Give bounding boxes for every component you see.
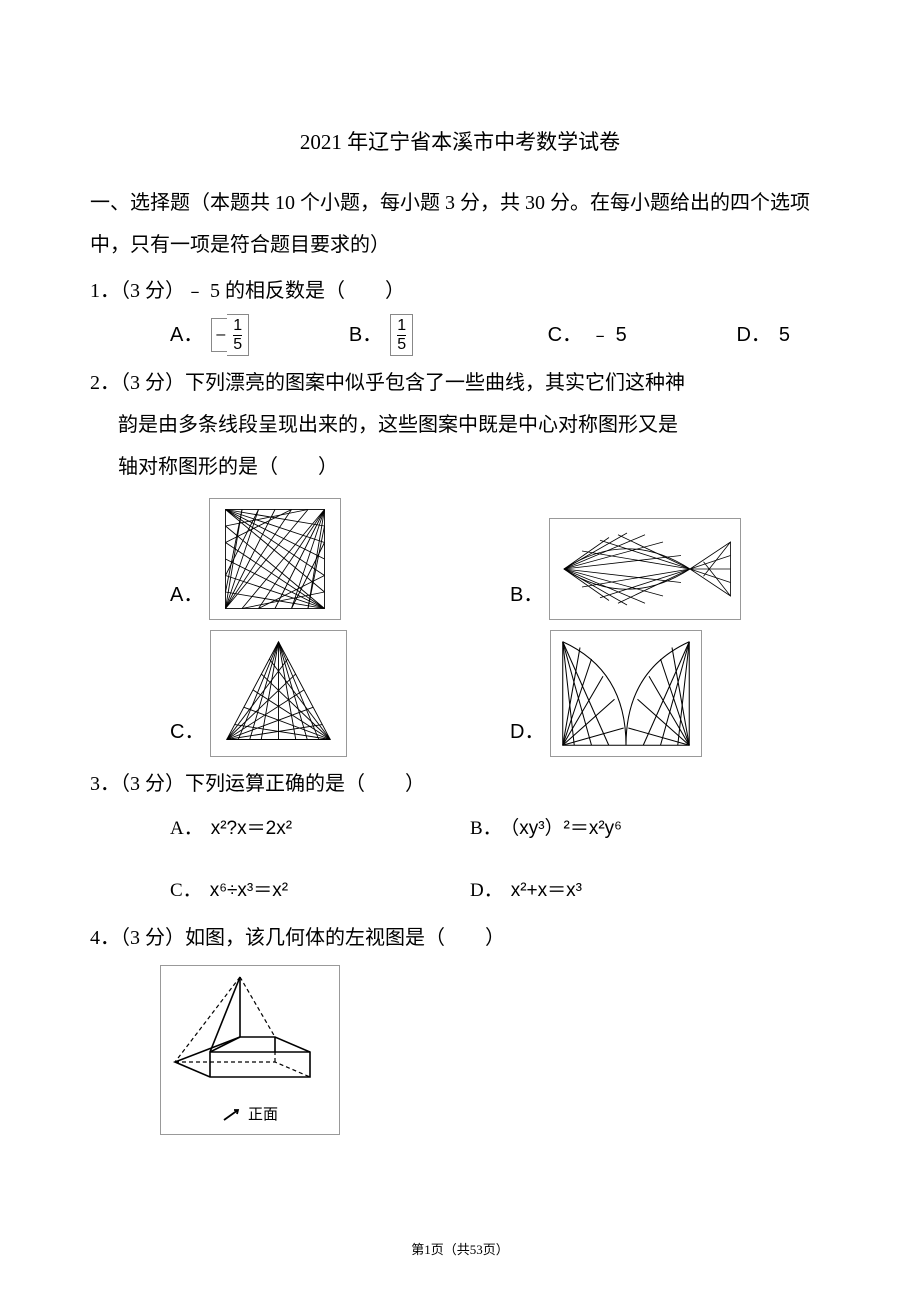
pattern-d-icon bbox=[556, 636, 696, 751]
page-footer: 第1页（共53页） bbox=[0, 1236, 920, 1263]
solid-figure-box: 正面 bbox=[160, 965, 340, 1135]
option-label: D． bbox=[470, 880, 503, 901]
arrow-icon bbox=[222, 1106, 244, 1122]
neg-fraction: – 1 5 bbox=[211, 314, 249, 356]
q3-options: A． x²?x＝2x² B． （xy³）²＝x²y⁶ C． x⁶÷x³＝x² D． x²… bbox=[90, 809, 830, 911]
question-2: 2．（3 分）下列漂亮的图案中似乎包含了一些曲线，其实它们这种神 韵是由多条线段… bbox=[90, 362, 830, 757]
pattern-a-icon bbox=[215, 504, 335, 614]
option-label: A． bbox=[170, 574, 203, 616]
option-label: C． bbox=[548, 314, 582, 356]
numerator: 1 bbox=[397, 317, 406, 336]
option-text: 5 bbox=[779, 314, 790, 356]
q3-option-d: D． x²+x＝x³ bbox=[470, 871, 770, 911]
option-math: x²+x＝x³ bbox=[511, 880, 582, 901]
pattern-c-box bbox=[210, 630, 347, 757]
q2-stem-line3: 轴对称图形的是（ ） bbox=[90, 446, 830, 488]
pattern-b-icon bbox=[555, 524, 735, 614]
option-math: x⁶÷x³＝x² bbox=[210, 880, 288, 901]
q2-option-a: A． bbox=[170, 498, 510, 620]
denominator: 5 bbox=[397, 336, 406, 354]
exam-title: 2021 年辽宁省本溪市中考数学试卷 bbox=[90, 120, 830, 164]
q1-stem: 1．（3 分）﹣ 5 的相反数是（ ） bbox=[90, 270, 830, 312]
pattern-d-box bbox=[550, 630, 702, 757]
q3-option-a: A． x²?x＝2x² bbox=[170, 809, 470, 849]
q2-stem-line1: 2．（3 分）下列漂亮的图案中似乎包含了一些曲线，其实它们这种神 bbox=[90, 362, 830, 404]
q2-option-c: C． bbox=[170, 630, 510, 757]
q2-option-b: B． bbox=[510, 498, 810, 620]
exam-page: 2021 年辽宁省本溪市中考数学试卷 一、选择题（本题共 10 个小题，每小题 … bbox=[0, 0, 920, 1303]
option-text: ﹣ 5 bbox=[590, 314, 627, 356]
q3-stem: 3．（3 分）下列运算正确的是（ ） bbox=[90, 763, 830, 805]
option-label: C． bbox=[170, 711, 204, 753]
numerator: 1 bbox=[233, 317, 242, 336]
q3-option-c: C． x⁶÷x³＝x² bbox=[170, 871, 470, 911]
front-view-label: 正面 bbox=[222, 1099, 278, 1131]
option-label: D． bbox=[736, 314, 770, 356]
q2-option-d: D． bbox=[510, 630, 810, 757]
front-text: 正面 bbox=[248, 1099, 278, 1131]
pattern-a-box bbox=[209, 498, 341, 620]
q1-option-a: A． – 1 5 bbox=[170, 314, 309, 356]
pattern-b-box bbox=[549, 518, 741, 620]
option-label: B． bbox=[510, 574, 543, 616]
q1-option-d: D． 5 bbox=[736, 314, 790, 356]
question-3: 3．（3 分）下列运算正确的是（ ） A． x²?x＝2x² B． （xy³）²＝x… bbox=[90, 763, 830, 911]
option-label: A． bbox=[170, 314, 203, 356]
fraction: 1 5 bbox=[390, 314, 413, 356]
pattern-c-icon bbox=[216, 636, 341, 751]
fraction: 1 5 bbox=[227, 314, 249, 356]
q1-options: A． – 1 5 B． 1 5 C． ﹣ 5 bbox=[90, 314, 830, 356]
solid-figure-icon bbox=[170, 967, 330, 1097]
section-heading: 一、选择题（本题共 10 个小题，每小题 3 分，共 30 分。在每小题给出的四… bbox=[90, 182, 830, 266]
q2-stem-line2: 韵是由多条线段呈现出来的，这些图案中既是中心对称图形又是 bbox=[90, 404, 830, 446]
option-label: B． bbox=[349, 314, 382, 356]
q1-option-c: C． ﹣ 5 bbox=[548, 314, 697, 356]
q2-options: A． bbox=[90, 498, 830, 757]
minus-sign: – bbox=[211, 318, 227, 352]
option-label: B． bbox=[470, 818, 502, 839]
denominator: 5 bbox=[233, 336, 242, 354]
option-math: （xy³）²＝x²y⁶ bbox=[510, 818, 622, 839]
q3-option-b: B． （xy³）²＝x²y⁶ bbox=[470, 809, 770, 849]
q4-stem: 4．（3 分）如图，该几何体的左视图是（ ） bbox=[90, 917, 830, 959]
option-label: C． bbox=[170, 880, 202, 901]
q1-option-b: B． 1 5 bbox=[349, 314, 508, 356]
question-4: 4．（3 分）如图，该几何体的左视图是（ ） bbox=[90, 917, 830, 1135]
question-1: 1．（3 分）﹣ 5 的相反数是（ ） A． – 1 5 B． 1 5 bbox=[90, 270, 830, 356]
option-label: D． bbox=[510, 711, 544, 753]
option-math: x²?x＝2x² bbox=[211, 818, 292, 839]
option-label: A． bbox=[170, 818, 203, 839]
